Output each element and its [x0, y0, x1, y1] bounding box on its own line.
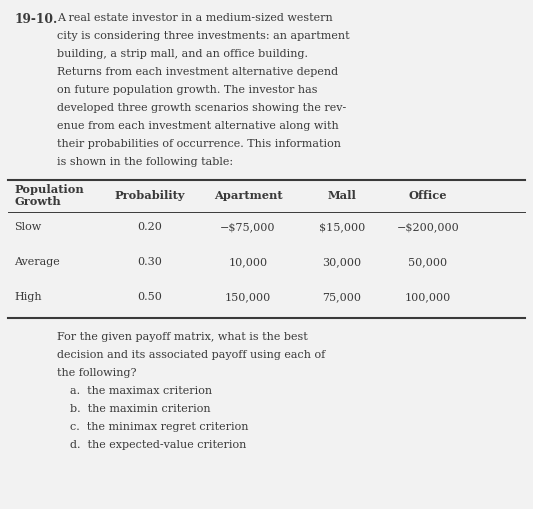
Text: 0.20: 0.20 [138, 222, 163, 232]
Text: c.  the minimax regret criterion: c. the minimax regret criterion [70, 422, 248, 432]
Text: 10,000: 10,000 [229, 257, 268, 267]
Text: building, a strip mall, and an office building.: building, a strip mall, and an office bu… [57, 49, 308, 59]
Text: Probability: Probability [115, 190, 185, 201]
Text: b.  the maximin criterion: b. the maximin criterion [70, 404, 211, 414]
Text: their probabilities of occurrence. This information: their probabilities of occurrence. This … [57, 139, 341, 149]
Text: −$200,000: −$200,000 [397, 222, 459, 232]
Text: 75,000: 75,000 [322, 292, 361, 302]
Text: Growth: Growth [14, 196, 61, 207]
Text: Average: Average [14, 257, 60, 267]
Text: Mall: Mall [328, 190, 357, 201]
Text: 150,000: 150,000 [225, 292, 271, 302]
Text: is shown in the following table:: is shown in the following table: [57, 157, 233, 167]
Text: d.  the expected-value criterion: d. the expected-value criterion [70, 440, 246, 450]
Text: Returns from each investment alternative depend: Returns from each investment alternative… [57, 67, 338, 77]
Text: a.  the maximax criterion: a. the maximax criterion [70, 386, 212, 396]
Text: the following?: the following? [57, 368, 136, 378]
Text: decision and its associated payoff using each of: decision and its associated payoff using… [57, 350, 325, 360]
Text: 0.50: 0.50 [138, 292, 163, 302]
Text: Office: Office [409, 190, 447, 201]
Text: High: High [14, 292, 42, 302]
Text: 30,000: 30,000 [322, 257, 361, 267]
Text: enue from each investment alternative along with: enue from each investment alternative al… [57, 121, 339, 131]
Text: 100,000: 100,000 [405, 292, 451, 302]
Text: 19-10.: 19-10. [14, 13, 57, 26]
Text: 50,000: 50,000 [408, 257, 448, 267]
Text: 0.30: 0.30 [138, 257, 163, 267]
Text: Apartment: Apartment [214, 190, 282, 201]
Text: developed three growth scenarios showing the rev-: developed three growth scenarios showing… [57, 103, 346, 113]
Text: on future population growth. The investor has: on future population growth. The investo… [57, 85, 318, 95]
Text: Slow: Slow [14, 222, 41, 232]
Text: $15,000: $15,000 [319, 222, 365, 232]
Text: −$75,000: −$75,000 [220, 222, 276, 232]
Text: Population: Population [14, 184, 84, 195]
Text: For the given payoff matrix, what is the best: For the given payoff matrix, what is the… [57, 332, 308, 342]
Text: city is considering three investments: an apartment: city is considering three investments: a… [57, 31, 350, 41]
Text: A real estate investor in a medium-sized western: A real estate investor in a medium-sized… [57, 13, 333, 23]
